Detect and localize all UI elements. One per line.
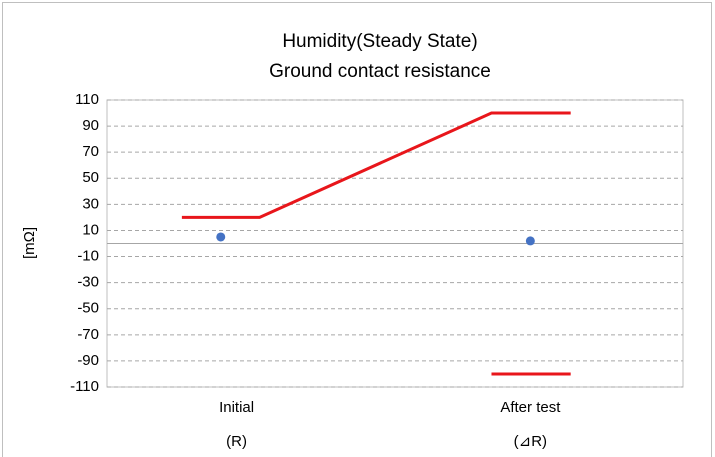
y-tick-label: -90 bbox=[77, 352, 99, 369]
y-tick-label: 10 bbox=[82, 221, 99, 238]
y-tick-label: -50 bbox=[77, 300, 99, 317]
data-point bbox=[525, 236, 535, 246]
chart-subtitle: Ground contact resistance bbox=[269, 61, 491, 82]
y-tick-label: -10 bbox=[77, 248, 99, 265]
x-sublabel: (⊿R) bbox=[514, 433, 547, 450]
limit-line bbox=[181, 111, 571, 219]
data-point bbox=[216, 232, 226, 242]
y-tick-label: 50 bbox=[82, 169, 99, 186]
y-tick-label: -110 bbox=[70, 378, 99, 395]
y-tick-label: 70 bbox=[82, 143, 99, 160]
y-tick-label: 90 bbox=[82, 117, 99, 134]
x-sublabel: (R) bbox=[226, 433, 247, 450]
y-tick-label: -30 bbox=[77, 274, 99, 291]
x-tick-label: Initial bbox=[219, 399, 254, 416]
x-tick-label: After test bbox=[500, 399, 561, 416]
chart-title: Humidity(Steady State) bbox=[282, 31, 477, 52]
y-tick-label: -70 bbox=[77, 326, 99, 343]
y-tick-label: 110 bbox=[75, 91, 99, 108]
y-axis-label: [mΩ] bbox=[21, 227, 38, 259]
y-tick-label: 30 bbox=[82, 195, 99, 212]
